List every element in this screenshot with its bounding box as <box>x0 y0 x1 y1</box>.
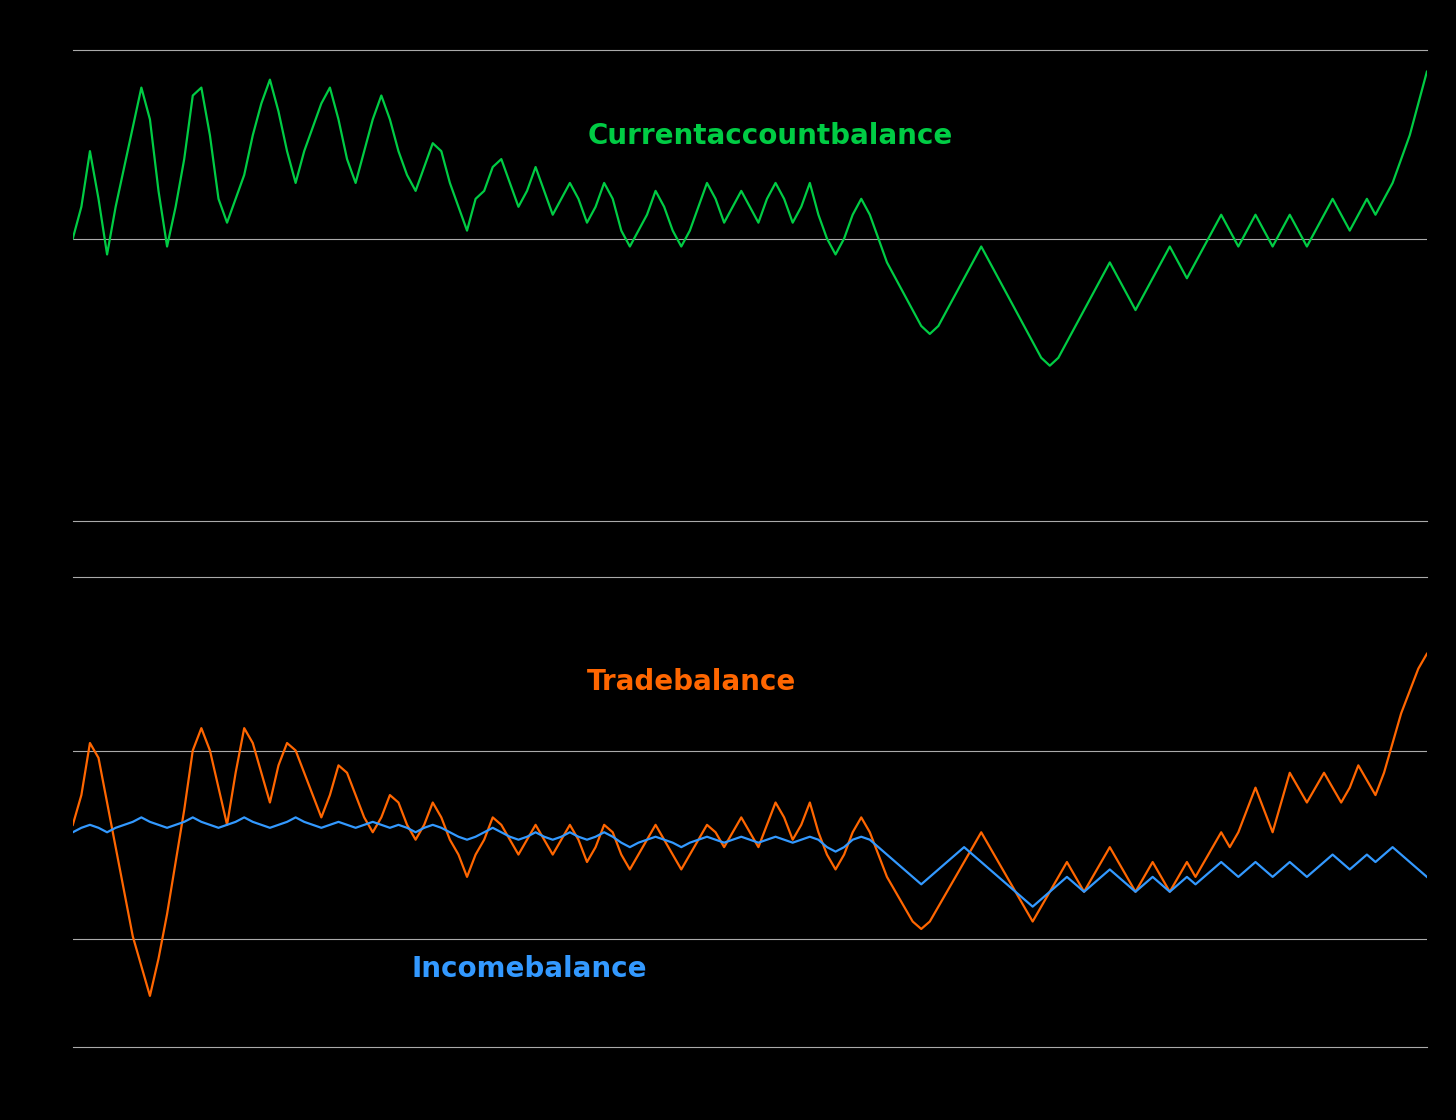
Text: Incomebalance: Incomebalance <box>412 954 646 982</box>
Text: Currentaccountbalance: Currentaccountbalance <box>587 122 952 150</box>
Text: Tradebalance: Tradebalance <box>587 668 796 696</box>
